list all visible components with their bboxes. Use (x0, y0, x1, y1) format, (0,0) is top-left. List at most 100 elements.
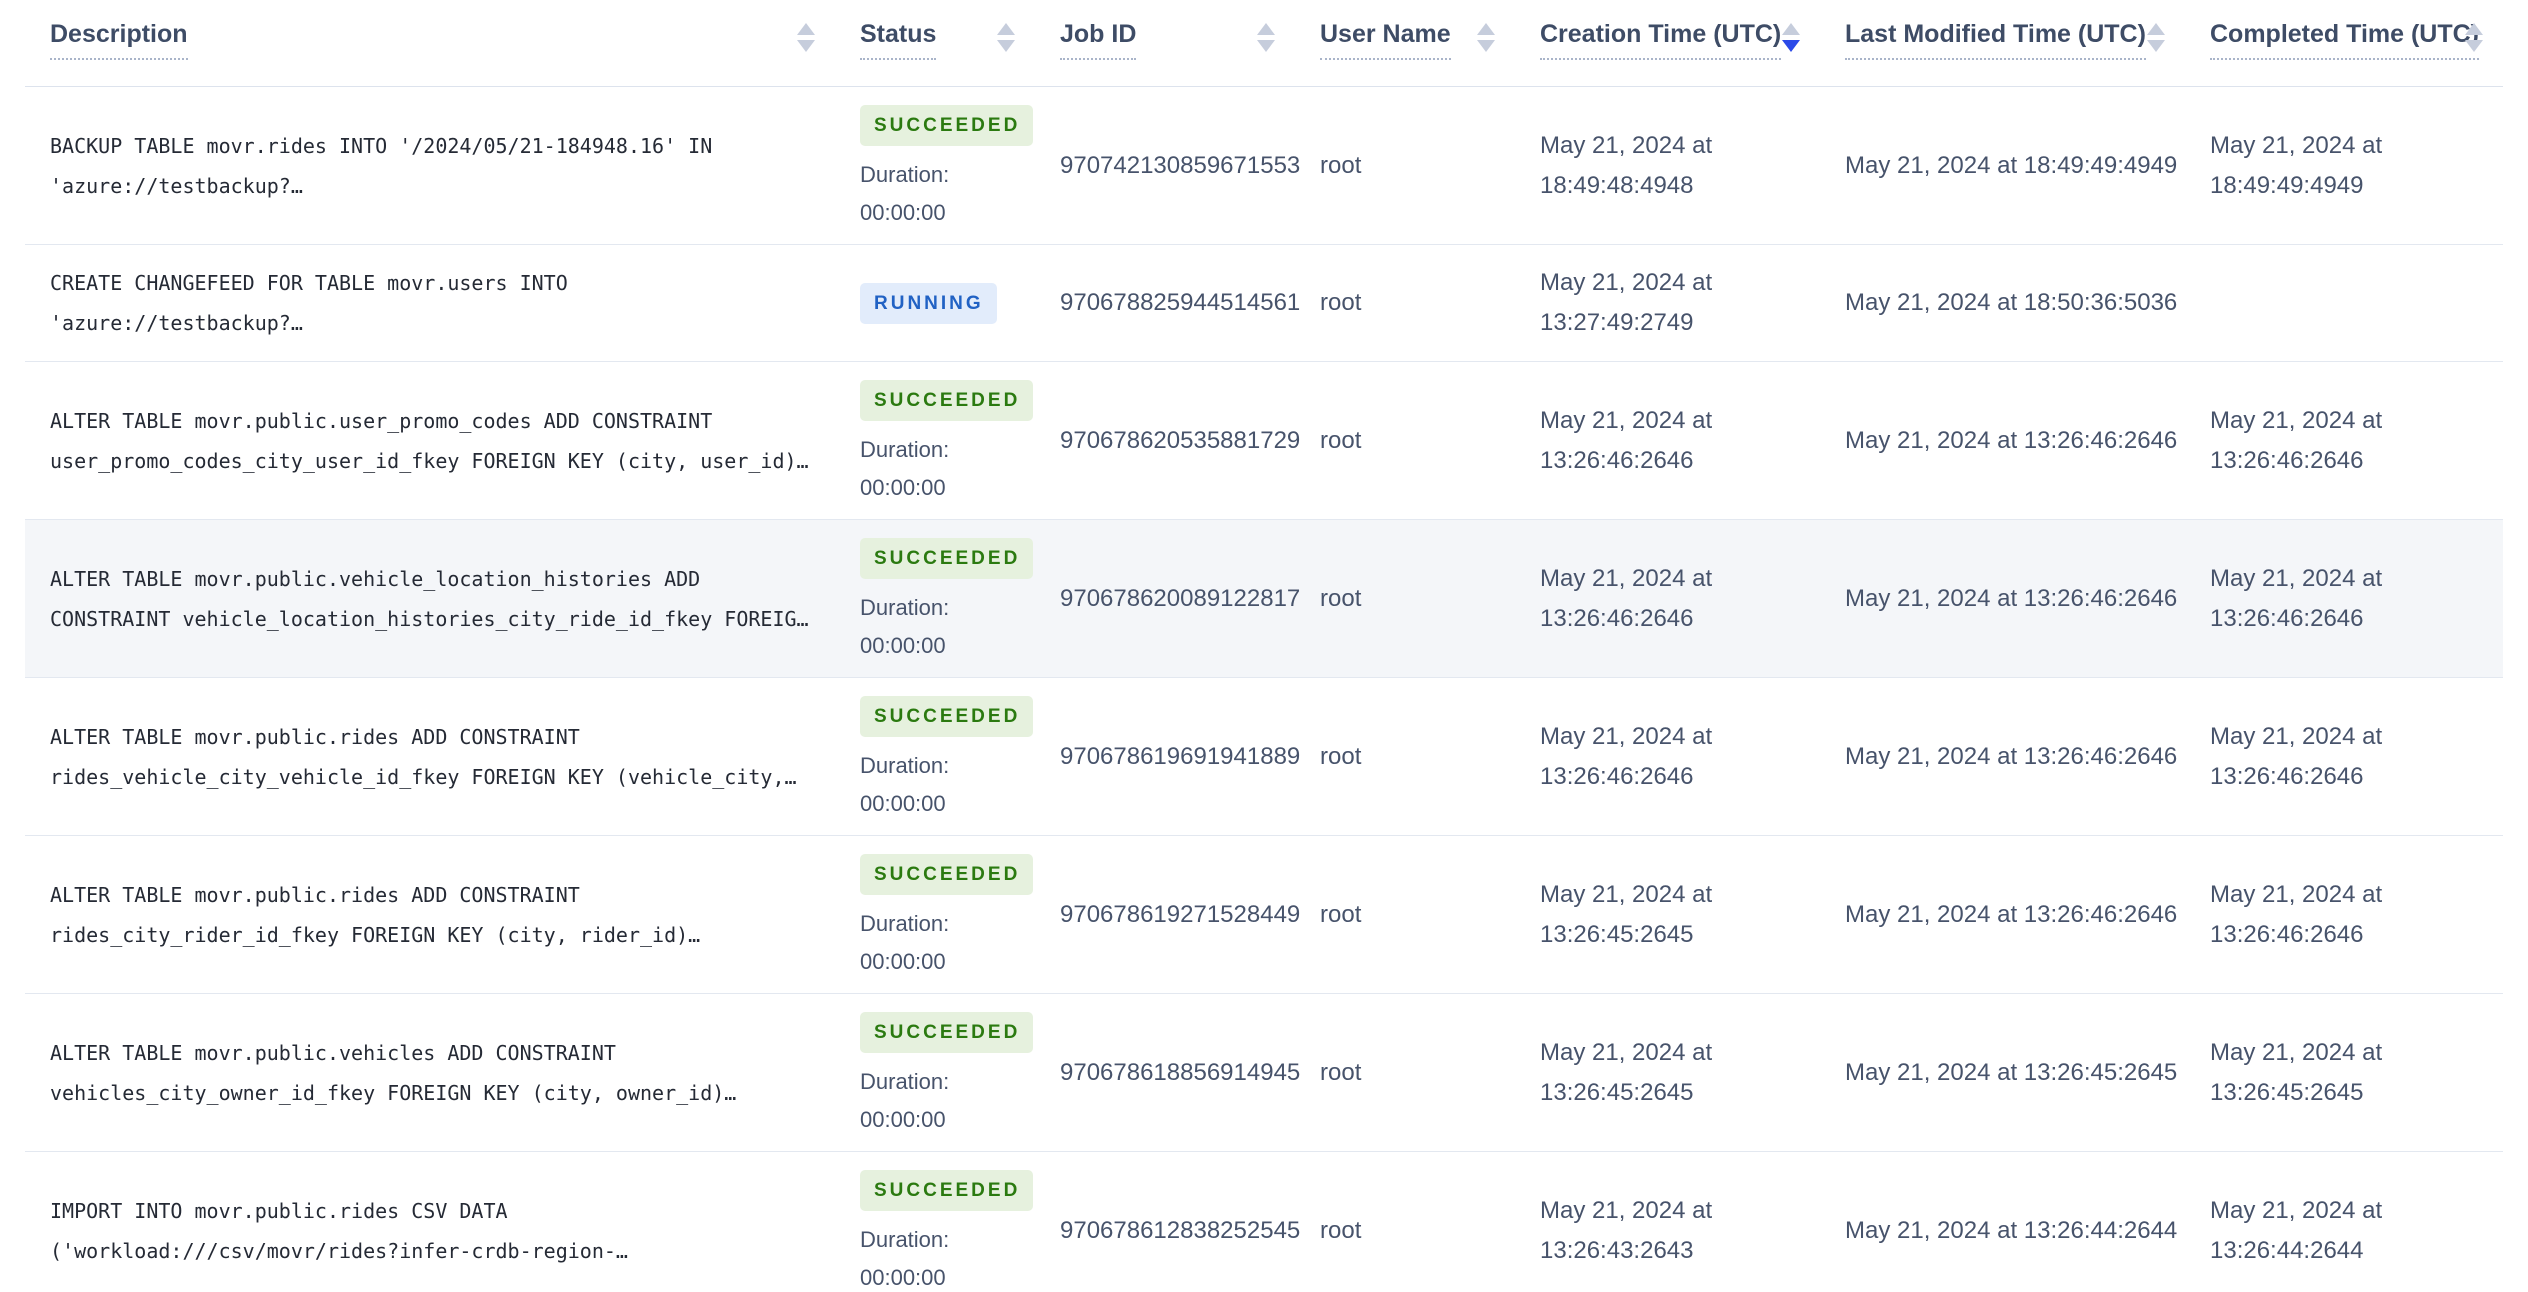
user-name-cell: root (1295, 265, 1515, 341)
job-id-value: 970678618856914945 (1060, 1058, 1301, 1086)
job-id-value: 970678620089122817 (1060, 584, 1301, 612)
jobs-table: Description Status Job ID User Name Crea… (25, 0, 2503, 1292)
completed-time-value: May 21, 2024 at 13:26:45:2645 (2210, 1038, 2383, 1106)
column-header-status[interactable]: Status (835, 20, 1035, 86)
sort-asc-icon[interactable] (2465, 23, 2483, 35)
last-modified-time-value: May 21, 2024 at 18:49:49:4949 (1845, 151, 2178, 179)
last-modified-time-value: May 21, 2024 at 13:26:46:2646 (1845, 426, 2178, 454)
duration-value: 00:00:00 (860, 475, 946, 500)
job-id-value: 970678612838252545 (1060, 1216, 1301, 1244)
column-header-last-modified-time-utc[interactable]: Last Modified Time (UTC) (1820, 20, 2185, 86)
column-header-description[interactable]: Description (25, 20, 835, 86)
job-id-cell: 970678620535881729 (1035, 403, 1300, 479)
last-modified-time-value: May 21, 2024 at 13:26:46:2646 (1845, 900, 2178, 928)
last-modified-time-value: May 21, 2024 at 13:26:46:2646 (1845, 742, 2178, 770)
last-modified-time-value: May 21, 2024 at 13:26:44:2644 (1845, 1216, 2178, 1244)
job-id-cell: 970742130859671553 (1035, 128, 1300, 204)
sort-arrows-icon[interactable] (1782, 23, 1800, 52)
sort-asc-icon[interactable] (2147, 23, 2165, 35)
column-label[interactable]: Description (50, 20, 188, 60)
job-id-value: 970678619691941889 (1060, 742, 1301, 770)
completed-time-cell: May 21, 2024 at 13:26:45:2645 (2185, 1015, 2503, 1131)
job-description-link[interactable]: BACKUP TABLE movr.rides INTO '/2024/05/2… (50, 133, 713, 198)
column-label[interactable]: Last Modified Time (UTC) (1845, 20, 2146, 60)
duration-value: 00:00:00 (860, 633, 946, 658)
column-label[interactable]: Completed Time (UTC) (2210, 20, 2479, 60)
job-description-link[interactable]: IMPORT INTO movr.public.rides CSV DATA (… (50, 1198, 628, 1263)
duration-label: Duration: (860, 753, 950, 778)
job-description-link[interactable]: ALTER TABLE movr.public.rides ADD CONSTR… (50, 882, 701, 947)
job-description-link[interactable]: CREATE CHANGEFEED FOR TABLE movr.users I… (50, 271, 568, 335)
sort-desc-icon[interactable] (2465, 40, 2483, 52)
sort-asc-icon[interactable] (797, 23, 815, 35)
completed-time-cell: May 21, 2024 at 18:49:49:4949 (2185, 108, 2503, 224)
column-label[interactable]: Status (860, 20, 937, 60)
duration-label: Duration: (860, 1227, 950, 1252)
last-modified-time-cell: May 21, 2024 at 13:26:46:2646 (1820, 719, 2185, 795)
sort-arrows-icon[interactable] (2147, 23, 2165, 52)
status-badge: SUCCEEDED (860, 1170, 1034, 1211)
job-id-cell: 970678825944514561 (1035, 265, 1300, 341)
sort-desc-icon[interactable] (1477, 40, 1495, 52)
duration-label: Duration: (860, 162, 950, 187)
completed-time-value: May 21, 2024 at 13:26:46:2646 (2210, 564, 2383, 632)
user-name-cell: root (1295, 877, 1515, 953)
column-header-completed-time-utc[interactable]: Completed Time (UTC) (2185, 20, 2503, 86)
job-id-value: 970678620535881729 (1060, 426, 1301, 454)
sort-asc-icon[interactable] (1477, 23, 1495, 35)
user-name-cell: root (1295, 719, 1515, 795)
user-name-value: root (1320, 1058, 1362, 1086)
creation-time-value: May 21, 2024 at 13:26:46:2646 (1540, 564, 1713, 632)
status-badge: SUCCEEDED (860, 380, 1034, 421)
job-id-cell: 970678612838252545 (1035, 1193, 1300, 1269)
user-name-cell: root (1295, 561, 1515, 637)
sort-arrows-icon[interactable] (2465, 23, 2483, 52)
user-name-value: root (1320, 151, 1362, 179)
duration-label: Duration: (860, 437, 950, 462)
column-label[interactable]: Creation Time (UTC) (1540, 20, 1782, 60)
status-cell: SUCCEEDED Duration: 00:00:00 (835, 1152, 1035, 1292)
description-cell: ALTER TABLE movr.public.user_promo_codes… (25, 383, 835, 499)
job-description-link[interactable]: ALTER TABLE movr.public.user_promo_codes… (50, 408, 809, 473)
completed-time-value: May 21, 2024 at 13:26:46:2646 (2210, 880, 2383, 948)
sort-desc-icon[interactable] (2147, 40, 2165, 52)
sort-desc-icon[interactable] (797, 40, 815, 52)
completed-time-cell: May 21, 2024 at 13:26:46:2646 (2185, 541, 2503, 657)
creation-time-cell: May 21, 2024 at 13:26:46:2646 (1515, 699, 1820, 815)
sort-arrows-icon[interactable] (797, 23, 815, 52)
job-description-link[interactable]: ALTER TABLE movr.public.vehicles ADD CON… (50, 1040, 737, 1105)
creation-time-cell: May 21, 2024 at 13:26:43:2643 (1515, 1173, 1820, 1289)
sort-asc-icon[interactable] (997, 23, 1015, 35)
sort-arrows-icon[interactable] (1477, 23, 1495, 52)
job-description-link[interactable]: ALTER TABLE movr.public.rides ADD CONSTR… (50, 724, 797, 789)
column-label[interactable]: Job ID (1060, 20, 1137, 60)
column-header-creation-time-utc[interactable]: Creation Time (UTC) (1515, 20, 1820, 86)
sort-arrows-icon[interactable] (1257, 23, 1275, 52)
sort-asc-icon[interactable] (1257, 23, 1275, 35)
duration-value: 00:00:00 (860, 949, 946, 974)
job-id-value: 970678825944514561 (1060, 289, 1301, 316)
job-description-link[interactable]: ALTER TABLE movr.public.vehicle_location… (50, 566, 809, 631)
creation-time-value: May 21, 2024 at 13:27:49:2749 (1540, 269, 1713, 336)
duration-label: Duration: (860, 911, 950, 936)
sort-desc-icon[interactable] (997, 40, 1015, 52)
column-label[interactable]: User Name (1320, 20, 1451, 60)
description-cell: ALTER TABLE movr.public.rides ADD CONSTR… (25, 699, 835, 815)
column-header-job-id[interactable]: Job ID (1035, 20, 1295, 86)
duration-value: 00:00:00 (860, 1107, 946, 1132)
column-header-user-name[interactable]: User Name (1295, 20, 1515, 86)
completed-time-value: May 21, 2024 at 13:26:44:2644 (2210, 1196, 2383, 1264)
creation-time-value: May 21, 2024 at 13:26:46:2646 (1540, 406, 1713, 474)
table-row: IMPORT INTO movr.public.rides CSV DATA (… (25, 1152, 2503, 1292)
duration-value: 00:00:00 (860, 200, 946, 225)
sort-asc-icon[interactable] (1782, 23, 1800, 35)
job-id-value: 970742130859671553 (1060, 151, 1301, 179)
description-cell: CREATE CHANGEFEED FOR TABLE movr.users I… (25, 245, 835, 361)
sort-desc-icon[interactable] (1782, 40, 1800, 52)
duration-value: 00:00:00 (860, 791, 946, 816)
table-row: ALTER TABLE movr.public.vehicle_location… (25, 520, 2503, 678)
last-modified-time-value: May 21, 2024 at 13:26:46:2646 (1845, 584, 2178, 612)
sort-arrows-icon[interactable] (997, 23, 1015, 52)
user-name-value: root (1320, 742, 1362, 770)
sort-desc-icon[interactable] (1257, 40, 1275, 52)
